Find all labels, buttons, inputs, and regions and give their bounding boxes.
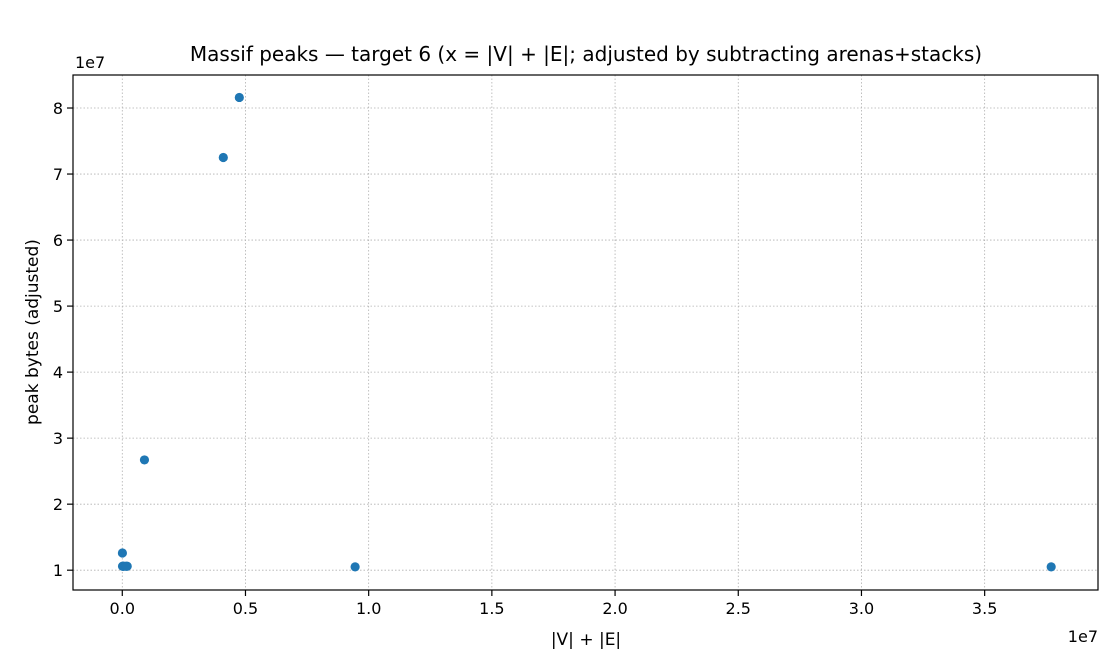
- chart-title: Massif peaks — target 6 (x = |V| + |E|; …: [190, 42, 982, 66]
- y-tick-label: 5: [53, 297, 63, 316]
- x-tick-label: 0.0: [110, 599, 135, 618]
- y-axis-label: peak bytes (adjusted): [23, 239, 43, 425]
- scatter-point: [122, 561, 132, 571]
- scatter-point: [218, 152, 228, 163]
- grid-lines: [73, 75, 1098, 590]
- x-axis-label: |V| + |E|: [551, 630, 621, 650]
- scatter-point: [117, 548, 128, 558]
- x-tick-label: 2.0: [602, 599, 627, 618]
- x-tick-label: 3.0: [849, 599, 874, 618]
- plot-frame: [72, 74, 1099, 591]
- y-axis-offset-label: 1e7: [75, 53, 105, 72]
- y-tick-label: 4: [53, 363, 63, 382]
- y-axis-ticks: 1 2 3 4 5 6 7 8: [53, 99, 73, 580]
- scatter-point: [139, 455, 150, 465]
- y-tick-label: 7: [53, 165, 63, 184]
- x-tick-label: 1.0: [356, 599, 381, 618]
- scatter-point: [350, 562, 360, 572]
- x-tick-label: 1.5: [479, 599, 504, 618]
- y-tick-label: 6: [53, 231, 63, 250]
- y-tick-label: 1: [53, 561, 63, 580]
- x-axis-offset-label: 1e7: [1068, 627, 1098, 646]
- y-tick-label: 8: [53, 99, 63, 118]
- x-tick-label: 2.5: [726, 599, 751, 618]
- data-points: [117, 92, 1056, 572]
- x-axis-ticks: 0.0 0.5 1.0 1.5 2.0 2.5 3.0 3.5: [110, 590, 997, 618]
- y-tick-label: 3: [53, 429, 63, 448]
- x-tick-label: 0.5: [233, 599, 258, 618]
- y-tick-label: 2: [53, 495, 63, 514]
- scatter-point: [234, 92, 244, 103]
- x-tick-label: 3.5: [972, 599, 997, 618]
- scatter-point: [1046, 562, 1056, 572]
